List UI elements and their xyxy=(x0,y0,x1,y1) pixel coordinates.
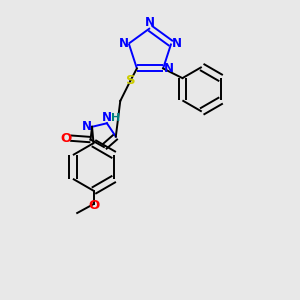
Text: N: N xyxy=(82,120,92,133)
Text: O: O xyxy=(60,132,71,145)
Text: N: N xyxy=(145,16,155,29)
Text: O: O xyxy=(88,199,99,212)
Text: S: S xyxy=(126,74,136,87)
Text: N: N xyxy=(172,37,182,50)
Text: N: N xyxy=(102,111,112,124)
Text: N: N xyxy=(164,62,173,75)
Text: N: N xyxy=(118,37,128,50)
Text: H: H xyxy=(111,113,120,123)
